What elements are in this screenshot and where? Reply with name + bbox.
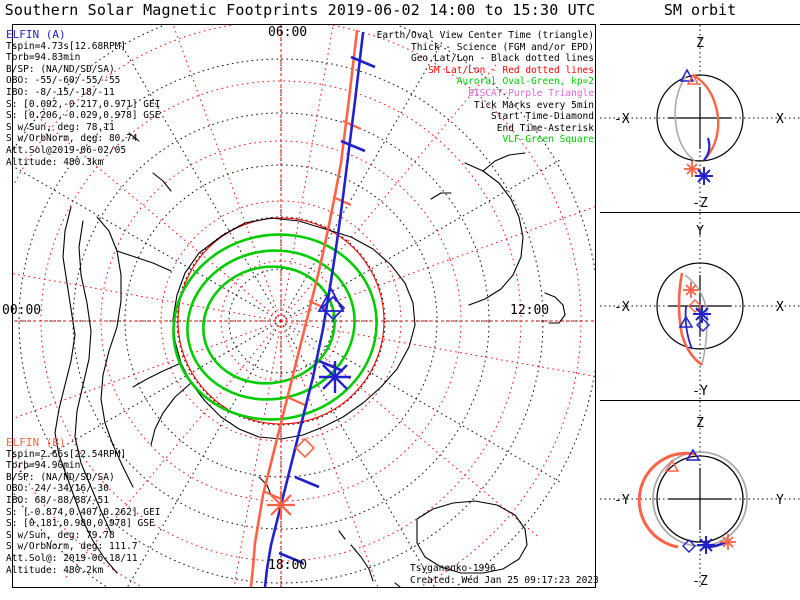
- elfin-a-info-block: ELFIN (A) Tspin=4.73s[12.68RPM] Torb=94.…: [6, 29, 160, 168]
- orbit-xy-label-top: Y: [696, 224, 704, 239]
- elfin-b-line-0: Tspin=2.66s[22.54RPM]: [6, 448, 127, 460]
- elfin-a-line-2: B/SP: (NA/ND/SD/SA): [6, 63, 115, 75]
- clock-label-bottom: 18:00: [268, 558, 308, 573]
- elfin-a-ticks: [278, 55, 376, 565]
- orbit-yz-label-bottom: -Z: [692, 574, 708, 589]
- elfin-a-name: ELFIN (A): [6, 28, 66, 41]
- legend-item-0: Earth/Oval View Center Time (triangle): [376, 30, 594, 41]
- elfin-a-line-8: S w/OrbNorm, deg: 80.74: [6, 133, 138, 145]
- orbit-xy-label-left: -X: [614, 300, 630, 315]
- sm-orbit-column: Z -X X -Z: [600, 24, 800, 589]
- orbit-xy-label-right: X: [776, 300, 784, 315]
- credits-model: Tsyganenko-1996: [410, 563, 496, 574]
- orbit-xz-label-right: X: [776, 112, 784, 127]
- polar-map-svg: [13, 25, 595, 587]
- elfin-a-line-9: Att.Sol@2019-06-02/05: [6, 144, 127, 156]
- orbit-view-yz: Z -Y Y -Z: [600, 400, 800, 589]
- polar-map-panel: [12, 24, 596, 588]
- sm-graticule: [13, 25, 595, 587]
- elfin-b-info-block: ELFIN (B) Tspin=2.66s[22.54RPM] Torb=94.…: [6, 437, 160, 576]
- elfin-a-line-4: IBO: -8/-15/-18/-11: [6, 86, 115, 98]
- elfin-a-line-10: Altitude: 480.3km: [6, 156, 104, 168]
- clock-label-left: 00:00: [2, 303, 42, 318]
- elfin-b-line-3: OBO: 24/-34/16/-30: [6, 483, 109, 495]
- orbit-yz-label-right: Y: [776, 493, 784, 508]
- elfin-b-line-6: S: [0.181,0.980,0.978] GSE: [6, 518, 155, 530]
- clock-label-top: 06:00: [268, 25, 308, 40]
- elfin-a-line-7: S w/Sun, deg: 78.11: [6, 121, 115, 133]
- legend-item-3: SM Lat/Lon - Red dotted lines: [428, 64, 594, 76]
- elfin-b-line-9: Att.Sol@: 2019-06-18/11: [6, 552, 138, 564]
- elfin-b-line-10: Altitude: 480.2km: [6, 564, 104, 576]
- marker-end-asterisk-b: [267, 491, 295, 519]
- legend-item-1: Thick - Science (FGM and/or EPD): [410, 41, 594, 53]
- elfin-a-line-1: Torb=94.83min: [6, 52, 81, 64]
- elfin-b-name: ELFIN (B): [6, 436, 66, 449]
- legend-item-4: Auroral Oval-Green, kp=2: [456, 76, 594, 88]
- elfin-b-line-4: IBO: 68/-88/88/-51: [6, 494, 109, 506]
- orbit-xz-label-bottom: -Z: [692, 196, 708, 211]
- elfin-b-line-1: Torb=94.90min: [6, 460, 81, 472]
- clock-label-right: 12:00: [510, 303, 550, 318]
- elfin-a-line-0: Tspin=4.73s[12.68RPM]: [6, 40, 127, 52]
- legend-item-6: Tick Marks every 5min: [473, 99, 594, 111]
- orbit-xz-label-top: Z: [696, 36, 704, 51]
- orbit-xy-label-bottom: -Y: [692, 384, 708, 399]
- elfin-a-line-6: S: [0.206,-0.029,0.978] GSE: [6, 110, 161, 122]
- legend-item-9: VLF-Green Square: [502, 134, 594, 146]
- marker-view-triangle-a: [317, 287, 345, 312]
- credits-created: Created: Wed Jan 25 09:17:23 2023: [410, 575, 599, 586]
- orbit-xz-label-left: -X: [614, 112, 630, 127]
- elfin-b-track: [249, 29, 359, 587]
- coastlines: [54, 132, 566, 587]
- elfin-b-line-7: S w/Sun, deg: 79.78: [6, 529, 115, 541]
- elfin-b-line-2: B/SP: (NA/ND/SD/SA): [6, 471, 115, 483]
- elfin-b-line-5: S: [-0.874,0.407,0.262] GEI: [6, 506, 161, 518]
- legend-item-8: End Time-Asterisk: [496, 122, 594, 134]
- elfin-a-line-5: S: [0.092,-0.217,0.971] GEI: [6, 98, 161, 110]
- sm-orbit-panel-title: SM orbit: [663, 1, 737, 19]
- elfin-a-line-3: OBO: -55/-60/-55/-55: [6, 75, 121, 87]
- page-title: Southern Solar Magnetic Footprints 2019-…: [4, 1, 596, 19]
- auroral-oval: [172, 233, 378, 421]
- legend-item-7: Start Time-Diamond: [491, 111, 594, 123]
- orbit-yz-label-left: -Y: [614, 493, 630, 508]
- credits: Tsyganenko-1996 Created: Wed Jan 25 09:1…: [410, 563, 599, 587]
- marker-start-diamond-b: [294, 437, 316, 459]
- orbit-yz-label-top: Z: [696, 416, 704, 431]
- orbit-view-xz: Z -X X -Z: [600, 24, 800, 212]
- orbit-view-xy: Y -X X -Y: [600, 212, 800, 400]
- legend: Earth/Oval View Center Time (triangle) T…: [377, 30, 594, 146]
- legend-item-2: Geo Lat/Lon - Black dotted lines: [410, 53, 594, 65]
- legend-item-5: EISCAT-Purple Triangle: [468, 87, 594, 99]
- elfin-b-line-8: S w/OrbNorm, deg: 111.7: [6, 541, 138, 553]
- marker-end-asterisk-a: [319, 361, 351, 393]
